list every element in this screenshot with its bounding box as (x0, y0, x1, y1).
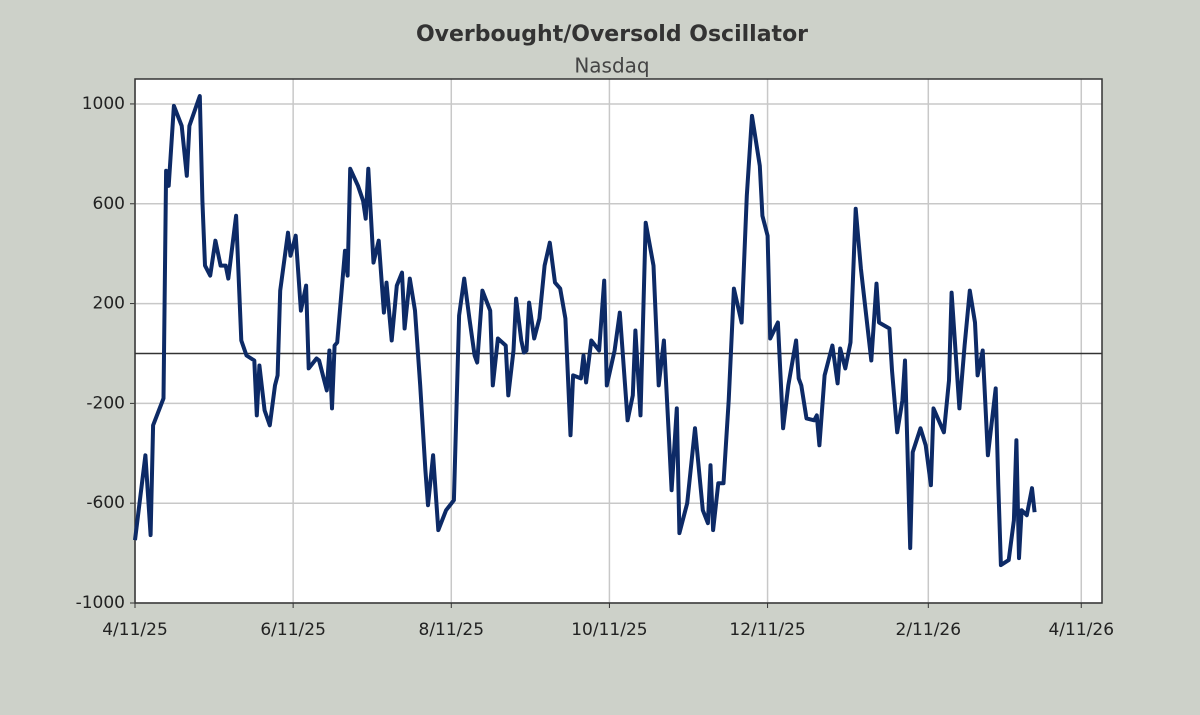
y-tick-label: -200 (86, 393, 125, 413)
y-tick-label: -600 (86, 493, 125, 513)
x-tick-label: 4/11/25 (102, 620, 168, 640)
x-tick-label: 4/11/26 (1048, 620, 1114, 640)
plot-border (134, 78, 1103, 604)
x-tick-label: 6/11/25 (260, 620, 326, 640)
y-tick-label: 600 (93, 194, 125, 214)
data-line (133, 94, 1037, 568)
x-tick-label: 2/11/26 (896, 620, 962, 640)
y-tick-label: 200 (93, 294, 125, 314)
x-tick-label: 12/11/25 (729, 620, 805, 640)
y-tick-label: 1000 (82, 94, 125, 114)
chart-subtitle: Nasdaq (574, 54, 649, 78)
x-tick-label: 10/11/25 (571, 620, 647, 640)
y-tick-label: -1000 (76, 593, 125, 613)
x-tick-label: 8/11/25 (419, 620, 485, 640)
plot-area (135, 79, 1102, 603)
chart-title: Overbought/Oversold Oscillator (416, 22, 808, 47)
